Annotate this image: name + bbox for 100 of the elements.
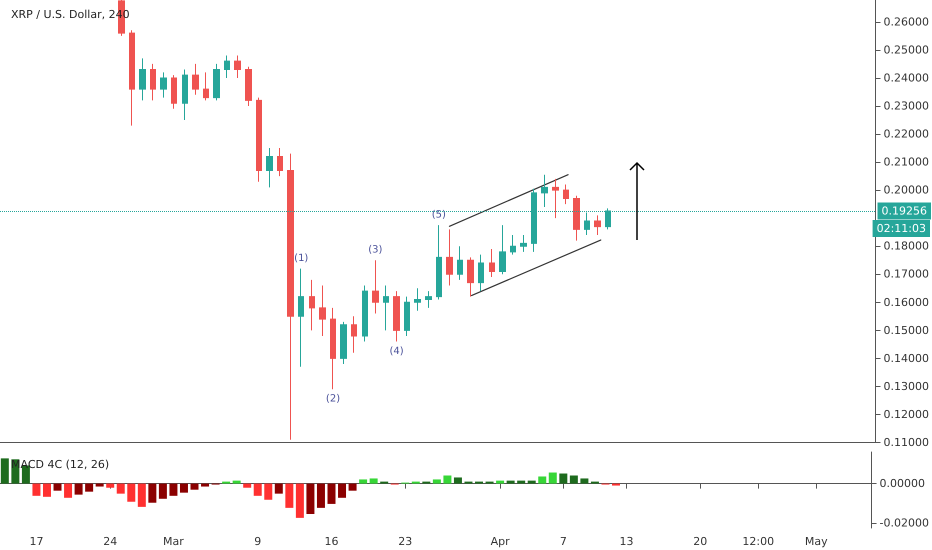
bar [370, 478, 378, 484]
bar [359, 479, 368, 484]
y-tick-label: 0.14000 [884, 352, 930, 365]
candlestick [372, 260, 379, 314]
text: 02:11:03 [876, 222, 926, 235]
candlestick [213, 63, 220, 101]
bar [274, 484, 283, 494]
bar [432, 479, 441, 484]
bar [180, 484, 188, 493]
annotation: (1) [294, 253, 308, 264]
bar [454, 477, 462, 484]
y-tick-label: 0.21000 [884, 156, 930, 169]
x-tick-label: 17 [29, 535, 44, 548]
candlestick [520, 234, 527, 252]
candlestick [499, 224, 506, 275]
bar [148, 484, 156, 503]
y-tick-label: 0.15000 [884, 324, 930, 337]
candlestick [256, 97, 262, 182]
x-tick-label: Apr [490, 535, 510, 548]
x-tick-label: Mar [163, 535, 184, 548]
candlestick [129, 30, 135, 126]
y-tick-label: 0.25000 [884, 43, 930, 56]
bar [548, 472, 557, 484]
candlestick [245, 66, 252, 106]
candlestick [563, 184, 569, 205]
x-tick-label: 20 [693, 535, 708, 548]
bar [0, 458, 9, 484]
candlestick [594, 214, 601, 236]
bar [74, 484, 83, 495]
bar [580, 478, 588, 484]
candlestick [404, 296, 410, 336]
x-tick-label: 12:00 [742, 535, 774, 548]
bar [158, 484, 167, 499]
bar [201, 484, 210, 487]
x-tick-label: 9 [254, 535, 262, 548]
candlestick [203, 72, 209, 101]
y-tick-label: 0.22000 [884, 128, 930, 141]
bar [316, 484, 325, 508]
bar [264, 484, 272, 500]
x-tick-label: 23 [398, 535, 412, 548]
y-tick-label: -0.02000 [880, 516, 930, 530]
candlestick [467, 256, 474, 298]
x-tick-label: 7 [560, 535, 567, 548]
candlestick [552, 178, 559, 219]
candlestick [436, 224, 442, 300]
y-tick-label: 0.11000 [884, 436, 930, 449]
candlestick [224, 55, 230, 78]
candlestick [340, 321, 347, 364]
x-tick-label: 13 [620, 535, 634, 548]
x-tick-label: 24 [103, 535, 118, 548]
bar [54, 484, 62, 491]
y-tick-label: 0.13000 [884, 380, 930, 393]
bar [443, 475, 452, 484]
bar [116, 484, 125, 494]
candlestick [414, 288, 421, 312]
candlestick [287, 153, 294, 440]
y-tick-label: 0.26000 [884, 15, 930, 28]
candlestick [510, 234, 516, 256]
candlestick [393, 290, 400, 342]
y-tick-label: 0.12000 [884, 408, 930, 421]
bar [296, 484, 304, 518]
annotation: (4) [389, 346, 404, 358]
bar [42, 484, 51, 497]
bar [243, 484, 252, 488]
candlestick [573, 195, 580, 242]
candlestick [478, 254, 484, 292]
bar [106, 484, 114, 488]
candlestick [277, 148, 283, 177]
bar [348, 484, 357, 491]
candlestick [182, 69, 188, 121]
candlestick [351, 316, 357, 354]
candlestick [541, 174, 548, 208]
candlestick [192, 63, 199, 96]
annotation: (3) [368, 244, 383, 256]
y-tick-label: 0.20000 [884, 184, 930, 197]
bar [138, 484, 146, 507]
candlestick [266, 148, 273, 188]
candlestick [362, 284, 368, 342]
bar [538, 476, 546, 484]
bar [570, 475, 578, 484]
bar [517, 480, 526, 484]
bar [96, 484, 104, 487]
bar [254, 484, 262, 496]
candlestick [298, 268, 304, 368]
bar [306, 484, 314, 514]
candlestick [234, 55, 241, 78]
candlestick [330, 307, 336, 390]
y-tick-label: 0.18000 [884, 240, 930, 253]
bar [528, 480, 536, 484]
bar [232, 480, 241, 484]
bar [327, 484, 336, 504]
candlestick [171, 74, 177, 110]
x-tick-label: 16 [324, 535, 338, 548]
candlestick [309, 279, 315, 331]
bar [64, 484, 72, 498]
y-tick-label: 0.00000 [880, 477, 926, 490]
candlestick [139, 58, 146, 101]
bar [338, 484, 346, 498]
bar [285, 484, 294, 508]
bar [190, 484, 199, 490]
